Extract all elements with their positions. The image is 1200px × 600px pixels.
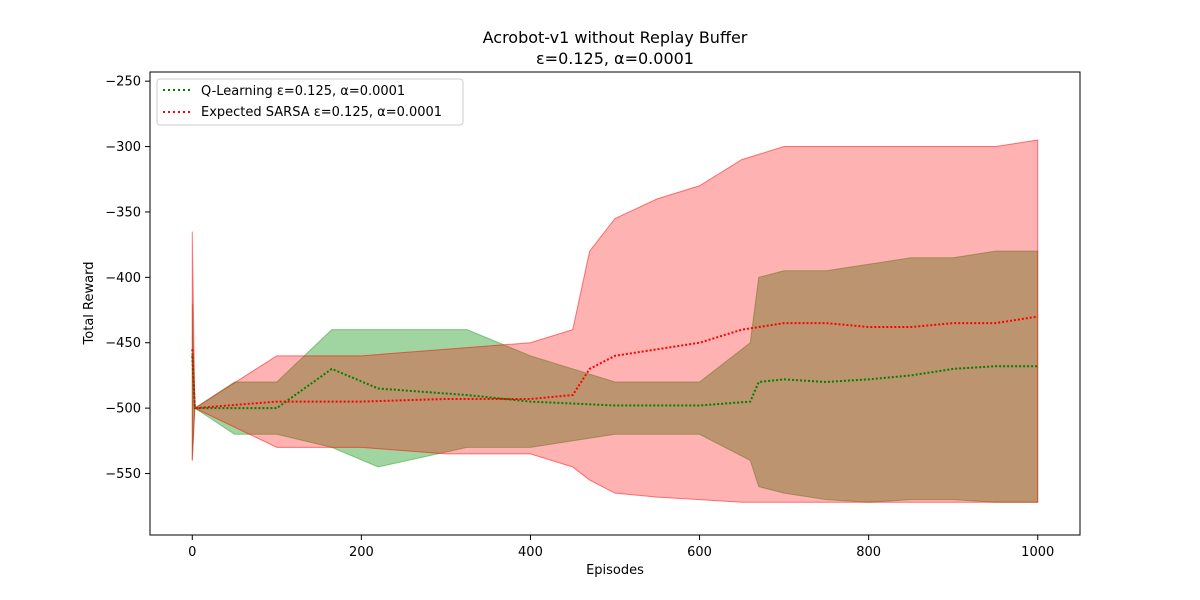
y-tick-label: −250	[105, 75, 141, 90]
band-expected-sarsa	[191, 139, 1039, 503]
y-tick-label: −350	[105, 205, 141, 220]
y-axis: −550 −500 −450 −400 −350 −300 −250	[105, 75, 150, 482]
x-tick-label: 400	[518, 545, 543, 560]
x-axis: 0 200 400 600 800 1000	[188, 535, 1054, 560]
legend: Q-Learning ε=0.125, α=0.0001 Expected SA…	[156, 78, 464, 126]
x-tick-label: 1000	[1021, 545, 1054, 560]
legend-label-q-learning: Q-Learning ε=0.125, α=0.0001	[201, 84, 405, 99]
mean-line-expected-sarsa	[191, 315, 1038, 410]
chart-subtitle: ε=0.125, α=0.0001	[536, 49, 694, 68]
legend-box	[156, 78, 464, 126]
confidence-bands	[191, 139, 1039, 503]
chart-title: Acrobot-v1 without Replay Buffer	[483, 28, 748, 47]
legend-label-expected-sarsa: Expected SARSA ε=0.125, α=0.0001	[201, 105, 442, 120]
y-tick-label: −500	[105, 402, 141, 417]
plot-frame	[149, 71, 1081, 536]
mean-lines	[191, 315, 1038, 410]
y-tick-label: −400	[105, 271, 141, 286]
y-tick-label: −300	[105, 140, 141, 155]
x-tick-label: 0	[188, 545, 196, 560]
y-axis-label: Total Reward	[82, 262, 97, 346]
x-axis-label: Episodes	[586, 563, 644, 578]
x-tick-label: 800	[856, 545, 881, 560]
x-tick-label: 600	[687, 545, 712, 560]
x-tick-label: 200	[349, 545, 374, 560]
y-tick-label: −550	[105, 467, 141, 482]
y-tick-label: −450	[105, 336, 141, 351]
